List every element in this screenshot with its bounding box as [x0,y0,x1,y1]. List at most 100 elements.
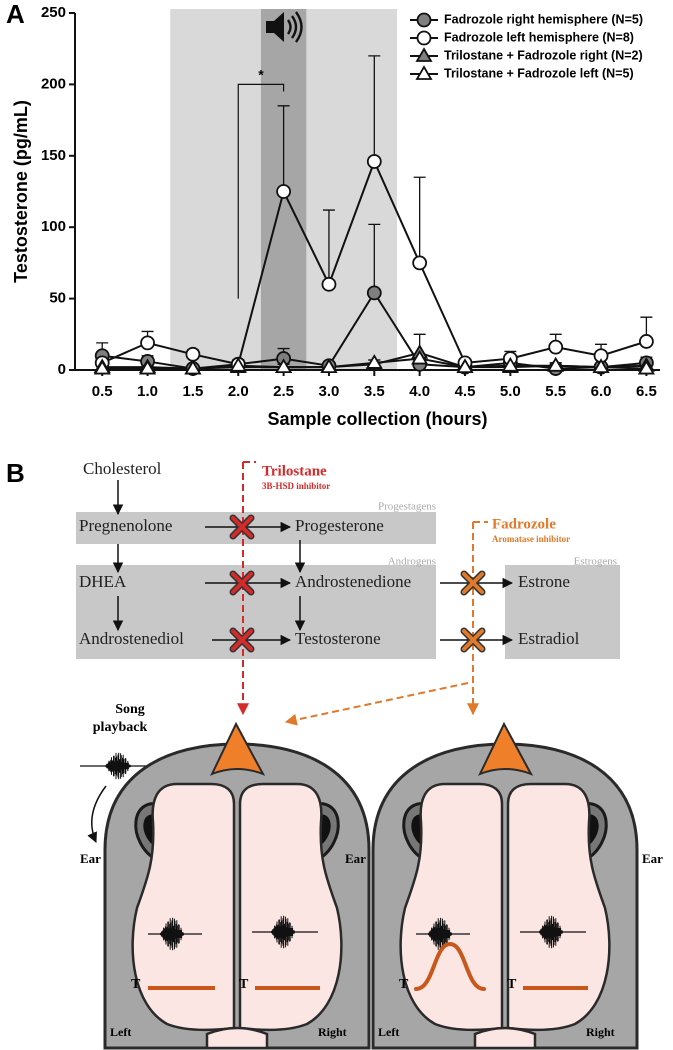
data-point [416,30,432,46]
ear-label: Ear [345,851,366,866]
data-point [411,349,429,365]
waveform [105,752,131,780]
compound-label: Cholesterol [83,459,162,478]
data-point [185,346,201,362]
brainstem [205,1026,269,1050]
hormone-label: T [399,977,409,992]
data-point [93,359,111,375]
error-bar [413,176,426,263]
compound-label: Androstenedione [295,572,411,591]
data-point [592,358,610,374]
x-tick-label: 3.5 [364,383,385,400]
class-box [76,565,436,659]
hormone-label: T [239,977,249,992]
compound-label: Estradiol [518,629,580,648]
x-tick-label: 5.0 [500,383,521,400]
inhibitor-target: 3B-HSD inhibitor [262,481,330,491]
y-tick-label: 50 [49,290,66,307]
waveform [271,915,295,949]
legend-label: Fadrozole left hemisphere (N=8) [444,30,634,44]
hemisphere-label: Right [586,1025,615,1039]
data-point [456,358,474,374]
y-tick-label: 0 [58,361,66,378]
inhibition-cross [462,572,484,594]
data-point [501,356,519,372]
legend-label: Trilostane + Fadrozole left (N=5) [444,66,634,80]
brain-hemisphere [238,782,343,1032]
ear-label: Ear [642,851,663,866]
compound-label: Androstenediol [79,629,184,648]
data-point [548,339,564,355]
y-axis-label: Testosterone (pg/mL) [11,100,31,283]
inhibitor-name: Fadrozole [492,516,556,532]
hormone-label: T [507,977,517,992]
legend-label: Trilostane + Fadrozole right (N=2) [444,48,643,62]
data-point [229,356,247,372]
panel-label: B [6,458,25,488]
x-tick-label: 2.0 [228,383,249,400]
significance-label: * [258,67,264,83]
error-bar [368,55,381,162]
beak [209,721,266,776]
ear-arrow [87,785,107,843]
data-point [638,334,654,349]
data-point [366,285,382,301]
x-tick-label: 5.5 [545,383,566,400]
data-point [412,255,428,271]
inhibitor-line [284,682,469,726]
class-label: Androgens [388,556,436,568]
x-tick-label: 4.0 [409,383,430,400]
data-point [276,184,292,199]
x-tick-label: 1.5 [182,383,203,400]
significance-bracket [237,83,285,299]
panel-label: A [6,0,25,29]
hormone-label: T [131,977,141,992]
brain-hemisphere [506,782,611,1032]
data-point [366,154,382,169]
error-bar [368,223,381,293]
compound-label: DHEA [79,572,127,591]
stimulus-label: Song [115,702,145,717]
compound-label: Progesterone [295,516,384,535]
x-tick-label: 2.5 [273,383,294,400]
class-label: Estrogens [574,556,617,568]
y-tick-label: 100 [41,218,66,235]
waveform [160,917,184,951]
compound-label: Estrone [518,572,570,591]
x-tick-label: 6.5 [636,383,657,400]
inhibitor-target: Aromatase inhibitor [492,534,570,544]
data-point [140,335,155,351]
x-tick-label: 4.5 [455,383,476,400]
data-point [321,276,337,292]
x-tick-label: 6.0 [591,383,612,400]
y-tick-label: 150 [41,147,66,164]
compound-label: Pregnenolone [79,516,172,535]
inhibition-cross [231,516,253,538]
compound-label: Testosterone [295,629,381,648]
data-point [320,358,338,374]
data-point [184,359,202,375]
speaker-icon [266,12,284,42]
chart: 0 50 100 150 200 250 0.5 1.0 1.5 2.0 2.5 3.0 3.5 4.0 4… [11,4,660,429]
class-box [76,512,436,544]
speaker-waves [286,11,303,43]
x-tick-label: 0.5 [92,383,113,400]
legend-label: Fadrozole right hemisphere (N=5) [444,12,643,26]
y-tick-label: 250 [41,4,66,21]
x-tick-label: 1.0 [137,383,158,400]
brainstem [473,1026,537,1050]
hemisphere-label: Left [110,1025,131,1039]
brain-hemisphere [399,782,504,1032]
data-point [138,359,157,375]
inhibitor-name: Trilostane [262,463,327,479]
y-tick-label: 200 [41,75,66,92]
waveform [428,917,452,951]
x-tick-label: 3.0 [319,383,340,400]
waveform [539,915,563,949]
brain-hemisphere [131,782,236,1032]
data-point [415,47,433,62]
hemisphere-label: Right [318,1025,347,1039]
diagram: Progestagens Androgens Estrogens Cholestero… [76,459,663,1050]
class-label: Progestagens [378,501,436,513]
